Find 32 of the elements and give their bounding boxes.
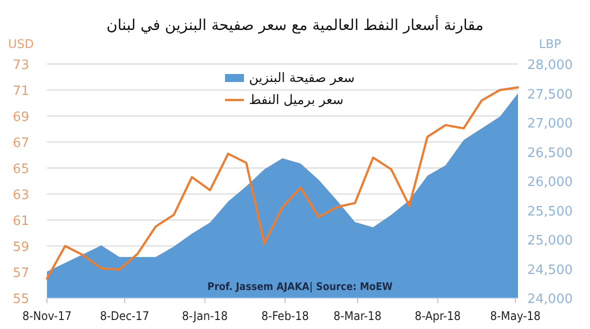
- y-tick-label: 67: [12, 136, 30, 151]
- x-tick-label: 8-May-18: [490, 309, 541, 323]
- y-tick-label: 65: [12, 162, 30, 177]
- y2-tick-label: 28,000: [527, 58, 573, 73]
- y-tick-label: 69: [12, 110, 30, 125]
- y-tick-label: 57: [12, 266, 30, 281]
- y2-tick-label: 26,500: [527, 146, 573, 161]
- x-tick-label: 8-Nov-17: [22, 309, 72, 323]
- y2-tick-label: 27,000: [527, 116, 573, 132]
- y-tick-label: 59: [12, 240, 30, 255]
- x-tick-label: 8-Mar-18: [334, 309, 382, 323]
- y-tick-label: 61: [12, 214, 30, 229]
- y2-tick-label: 24,000: [527, 292, 573, 307]
- y-tick-label: 71: [12, 84, 30, 99]
- y2-tick-label: 25,000: [527, 234, 573, 248]
- y-axis-title: USD: [8, 37, 34, 51]
- x-tick-label: 8-Jan-18: [182, 309, 228, 323]
- x-tick-label: 8-Dec-17: [100, 309, 150, 323]
- y2-tick-label: 26,000: [527, 175, 573, 190]
- x-tick-label: 8-Apr-18: [414, 309, 461, 323]
- annotation: Prof. Jassem AJAKA| Source: MoEW: [207, 281, 394, 293]
- y2-tick-label: 27,500: [527, 87, 573, 102]
- y-tick-label: 73: [12, 58, 30, 73]
- chart-title: مقارنة أسعار النفط العالمية مع سعر صفيحة البنزين في لبنان: [106, 15, 484, 34]
- legend-label: سعر صفيحة البنزين: [249, 71, 355, 86]
- y2-tick-label: 25,500: [527, 204, 573, 220]
- legend-label: سعر برميل النفط: [249, 93, 344, 108]
- y-tick-label: 63: [12, 188, 30, 203]
- y2-tick-label: 24,500: [527, 262, 573, 278]
- x-tick-label: 8-Feb-18: [261, 309, 309, 323]
- y2-axis-title: LBP: [538, 37, 562, 51]
- y-tick-label: 55: [12, 292, 30, 307]
